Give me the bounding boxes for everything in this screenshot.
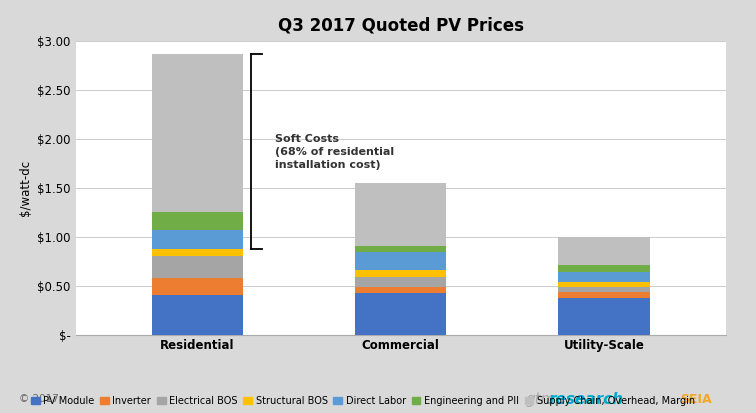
Text: SEIA: SEIA — [680, 393, 712, 406]
Text: Soft Costs
(68% of residential
installation cost): Soft Costs (68% of residential installat… — [274, 133, 394, 170]
Bar — [558, 287, 649, 292]
Bar — [152, 230, 243, 249]
Bar — [152, 54, 243, 212]
Bar — [152, 278, 243, 295]
Bar — [558, 282, 649, 287]
Bar — [152, 256, 243, 278]
Text: © 2017: © 2017 — [19, 394, 59, 404]
Legend: PV Module, Inverter, Electrical BOS, Structural BOS, Direct Labor, Engineering a: PV Module, Inverter, Electrical BOS, Str… — [31, 396, 695, 406]
Bar — [558, 292, 649, 298]
Bar — [558, 298, 649, 335]
Bar — [355, 277, 446, 287]
Bar — [355, 183, 446, 246]
Bar — [558, 237, 649, 265]
Bar — [152, 212, 243, 230]
Bar — [558, 272, 649, 282]
Y-axis label: $/watt-dc: $/watt-dc — [19, 160, 32, 216]
Text: research: research — [549, 392, 624, 407]
Bar — [355, 287, 446, 294]
Bar — [558, 265, 649, 272]
Text: gtm: gtm — [525, 392, 556, 407]
Bar — [355, 270, 446, 277]
Title: Q3 2017 Quoted PV Prices: Q3 2017 Quoted PV Prices — [277, 16, 524, 34]
Bar — [152, 295, 243, 335]
Bar — [355, 252, 446, 270]
Bar — [355, 246, 446, 252]
Bar — [355, 294, 446, 335]
Bar — [152, 249, 243, 256]
